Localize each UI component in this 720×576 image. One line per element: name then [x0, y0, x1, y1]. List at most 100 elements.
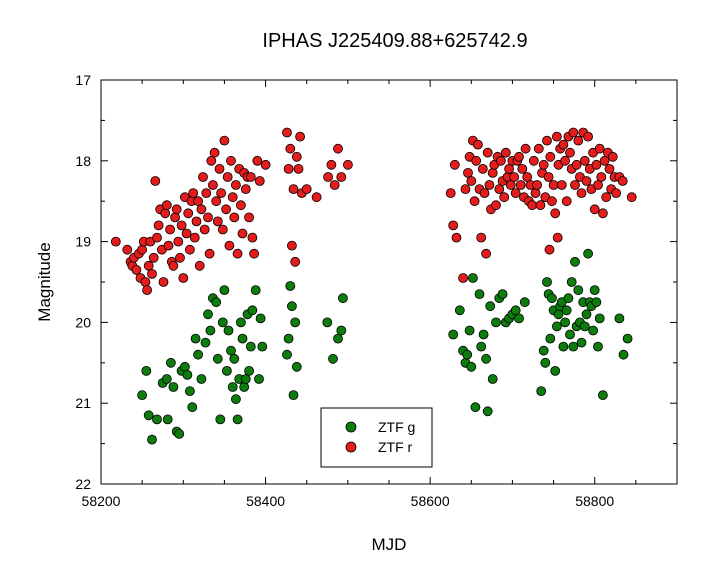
- data-point: [510, 305, 521, 316]
- data-point: [454, 305, 465, 316]
- data-point: [552, 232, 563, 243]
- data-point: [504, 163, 515, 174]
- data-point: [244, 212, 255, 223]
- data-point: [215, 414, 226, 425]
- data-point: [255, 313, 266, 324]
- data-point: [311, 192, 322, 203]
- data-point: [589, 285, 600, 296]
- data-point: [173, 236, 184, 247]
- data-point: [244, 365, 255, 376]
- data-point: [212, 353, 223, 364]
- data-point: [245, 341, 256, 352]
- data-point: [216, 188, 227, 199]
- data-point: [165, 224, 176, 235]
- data-point: [618, 349, 629, 360]
- data-point: [617, 176, 628, 186]
- data-point: [542, 277, 552, 287]
- data-point: [333, 333, 343, 344]
- data-point: [581, 176, 592, 186]
- data-point: [187, 402, 198, 413]
- data-point: [137, 244, 148, 255]
- legend-label-r: ZTF r: [378, 439, 413, 455]
- data-point: [211, 196, 222, 207]
- data-point: [221, 204, 232, 215]
- data-point: [141, 365, 152, 376]
- data-point: [528, 155, 539, 166]
- data-point: [322, 317, 333, 328]
- data-point: [217, 317, 228, 328]
- data-point: [179, 361, 190, 372]
- data-point: [328, 353, 338, 364]
- x-tick-label: 58200: [82, 493, 121, 509]
- data-point: [150, 176, 161, 186]
- data-point: [221, 365, 232, 376]
- data-point: [198, 172, 208, 182]
- data-point: [589, 204, 600, 215]
- data-point: [182, 369, 193, 380]
- data-point: [497, 289, 508, 300]
- data-point: [614, 313, 625, 324]
- data-point: [467, 273, 478, 283]
- data-point: [250, 285, 261, 296]
- data-point: [285, 143, 296, 154]
- data-point: [581, 309, 592, 320]
- data-point: [142, 285, 153, 296]
- data-point: [495, 155, 506, 166]
- data-point: [168, 382, 179, 392]
- y-tick-label: 20: [75, 314, 91, 330]
- data-point: [540, 357, 551, 368]
- data-point: [326, 159, 337, 170]
- data-point: [466, 361, 477, 372]
- data-point: [301, 184, 312, 195]
- data-point: [240, 374, 251, 384]
- data-point: [148, 252, 159, 263]
- data-point: [207, 180, 218, 190]
- data-point: [333, 143, 343, 154]
- data-point: [448, 329, 459, 340]
- data-point: [543, 172, 554, 182]
- x-tick-label: 58600: [411, 493, 450, 509]
- data-point: [181, 228, 192, 239]
- y-axis-label: Magnitude: [35, 242, 54, 321]
- data-point: [199, 224, 210, 235]
- y-tick-label: 17: [75, 72, 91, 88]
- data-point: [509, 172, 519, 182]
- data-point: [588, 325, 598, 336]
- data-point: [239, 382, 250, 392]
- data-point: [458, 273, 469, 283]
- data-point: [558, 139, 569, 150]
- data-point: [205, 325, 216, 336]
- data-point: [482, 406, 493, 417]
- x-tick-label: 58800: [575, 493, 614, 509]
- data-point: [550, 365, 561, 376]
- data-point: [153, 220, 164, 231]
- data-point: [487, 374, 498, 384]
- data-point: [245, 172, 256, 182]
- data-point: [561, 305, 572, 316]
- data-point: [193, 196, 204, 207]
- data-point: [232, 414, 243, 425]
- series-ztf-g: [137, 248, 633, 445]
- data-point: [165, 357, 176, 368]
- data-point: [532, 180, 542, 190]
- data-point: [196, 204, 207, 215]
- data-point: [535, 200, 546, 211]
- data-point: [162, 414, 173, 425]
- data-point: [188, 188, 199, 199]
- data-point: [598, 390, 608, 401]
- data-point: [282, 349, 292, 360]
- data-point: [286, 240, 297, 251]
- data-point: [484, 180, 495, 190]
- data-point: [285, 281, 296, 291]
- axis-ticks: 58200 58400 58600 58800 17 18 19 20 21 22: [75, 72, 678, 509]
- data-point: [478, 329, 489, 340]
- data-point: [200, 337, 211, 348]
- data-point: [227, 382, 238, 392]
- data-point: [568, 127, 579, 138]
- data-point: [607, 151, 618, 162]
- data-point: [257, 341, 268, 352]
- data-point: [579, 321, 590, 332]
- data-point: [598, 208, 608, 219]
- data-point: [451, 232, 462, 243]
- data-point: [477, 163, 488, 174]
